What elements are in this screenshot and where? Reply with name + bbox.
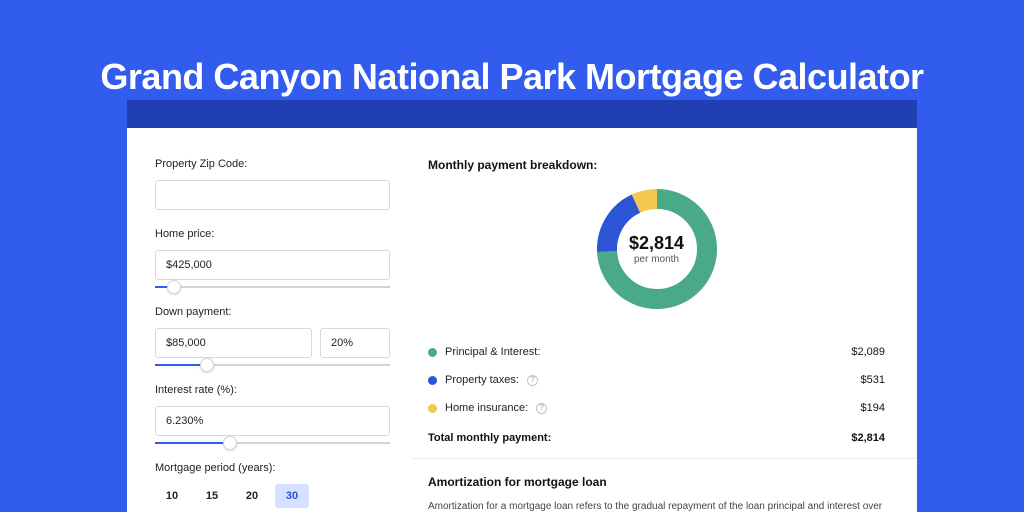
total-label: Total monthly payment: [428, 432, 551, 444]
amortization-text: Amortization for a mortgage loan refers … [428, 499, 885, 512]
period-label: Mortgage period (years): [155, 462, 390, 474]
legend-label: Property taxes: [445, 374, 519, 386]
calculator-panel: Property Zip Code: Home price: Down paym… [127, 128, 917, 512]
legend-row: Principal & Interest: $2,089 [428, 338, 885, 366]
donut-chart: $2,814 per month [592, 184, 722, 314]
zip-label: Property Zip Code: [155, 158, 390, 170]
legend-value: $531 [861, 374, 885, 386]
donut-center: $2,814 per month [592, 184, 722, 314]
price-slider-thumb[interactable] [167, 280, 181, 294]
legend-dot [428, 404, 437, 413]
legend: Principal & Interest: $2,089 Property taxe… [428, 338, 885, 422]
donut-sub: per month [634, 254, 679, 265]
rate-slider[interactable] [155, 442, 390, 444]
breakdown-column: Monthly payment breakdown: $2,814 per mo… [412, 128, 917, 512]
total-row: Total monthly payment: $2,814 [428, 422, 885, 458]
period-group: 10152030 [155, 484, 390, 508]
down-label: Down payment: [155, 306, 390, 318]
amortization-title: Amortization for mortgage loan [428, 475, 885, 489]
down-slider[interactable] [155, 364, 390, 366]
legend-value: $2,089 [851, 346, 885, 358]
legend-dot [428, 376, 437, 385]
price-label: Home price: [155, 228, 390, 240]
legend-label: Home insurance: [445, 402, 528, 414]
rate-label: Interest rate (%): [155, 384, 390, 396]
page-title: Grand Canyon National Park Mortgage Calc… [0, 0, 1024, 98]
down-percent-input[interactable] [320, 328, 390, 358]
zip-row: Property Zip Code: [155, 158, 390, 210]
total-value: $2,814 [851, 432, 885, 444]
legend-value: $194 [861, 402, 885, 414]
rate-input[interactable] [155, 406, 390, 436]
period-button-30[interactable]: 30 [275, 484, 309, 508]
period-row: Mortgage period (years): 10152030 [155, 462, 390, 508]
price-slider[interactable] [155, 286, 390, 288]
rate-slider-fill [155, 442, 230, 444]
down-row: Down payment: [155, 306, 390, 366]
donut-amount: $2,814 [629, 233, 684, 254]
period-button-15[interactable]: 15 [195, 484, 229, 508]
legend-row: Property taxes:? $531 [428, 366, 885, 394]
price-input[interactable] [155, 250, 390, 280]
legend-dot [428, 348, 437, 357]
form-column: Property Zip Code: Home price: Down paym… [127, 128, 412, 512]
period-button-10[interactable]: 10 [155, 484, 189, 508]
donut-wrap: $2,814 per month [428, 184, 885, 314]
rate-slider-thumb[interactable] [223, 436, 237, 450]
info-icon[interactable]: ? [536, 403, 547, 414]
panel-shadow [127, 100, 917, 130]
breakdown-heading: Monthly payment breakdown: [428, 158, 885, 172]
down-slider-fill [155, 364, 207, 366]
divider [412, 458, 917, 459]
info-icon[interactable]: ? [527, 375, 538, 386]
rate-row: Interest rate (%): [155, 384, 390, 444]
legend-label: Principal & Interest: [445, 346, 540, 358]
down-amount-input[interactable] [155, 328, 312, 358]
down-slider-thumb[interactable] [200, 358, 214, 372]
page: Grand Canyon National Park Mortgage Calc… [0, 0, 1024, 512]
period-button-20[interactable]: 20 [235, 484, 269, 508]
price-row: Home price: [155, 228, 390, 288]
legend-row: Home insurance:? $194 [428, 394, 885, 422]
zip-input[interactable] [155, 180, 390, 210]
